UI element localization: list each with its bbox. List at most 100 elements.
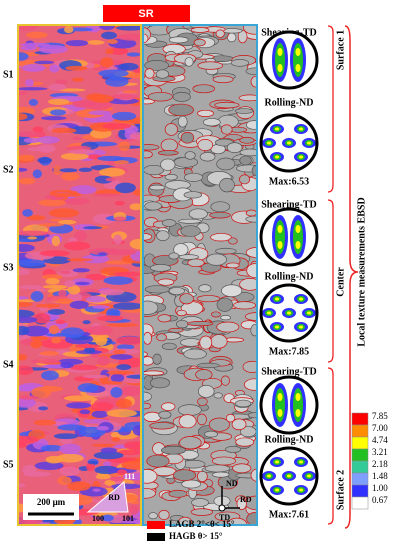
region-label: Surface 2 (335, 470, 346, 510)
pole-contour (299, 297, 303, 301)
sample-label: S5 (3, 459, 14, 470)
grain (237, 29, 248, 44)
grain (86, 325, 113, 336)
grain (112, 349, 126, 354)
grain (149, 264, 172, 272)
grain (155, 69, 169, 79)
sample-label: S1 (3, 69, 14, 80)
grain (152, 353, 162, 365)
grain (105, 48, 114, 55)
grain (32, 169, 43, 179)
grain (18, 309, 35, 318)
grain (250, 324, 257, 337)
grain (117, 469, 128, 476)
region-label: Center (335, 267, 346, 297)
grain (143, 469, 158, 484)
grain (238, 94, 257, 102)
grain (63, 241, 91, 251)
pole-max: Max:7.85 (269, 346, 309, 357)
grain (192, 84, 215, 94)
grain (179, 293, 194, 305)
grain (129, 131, 141, 141)
ipf-key-label: 101 (122, 514, 134, 523)
color-scale-label: 1.00 (372, 483, 388, 493)
grain (18, 113, 28, 121)
grain (197, 384, 215, 398)
pole-title: Rolling-ND (265, 271, 314, 282)
grain (22, 209, 33, 217)
grain (102, 122, 132, 130)
grain (146, 454, 170, 468)
color-scale-cell (351, 424, 369, 438)
grain (193, 38, 206, 47)
grain (168, 252, 180, 260)
grain (18, 243, 35, 252)
grain (184, 151, 196, 160)
grain (20, 42, 50, 47)
grain (78, 167, 93, 172)
grain (196, 295, 221, 303)
grain (18, 91, 28, 95)
pole-contour (275, 488, 279, 492)
grain (143, 370, 165, 376)
grain (126, 374, 141, 379)
grain (93, 451, 124, 460)
grain (18, 353, 28, 361)
grain (60, 327, 85, 339)
grain (213, 392, 223, 399)
grain (175, 319, 189, 329)
grain (63, 395, 96, 402)
pole-figure-rim (259, 446, 319, 506)
grain (18, 483, 26, 488)
grain (18, 365, 34, 376)
grain (98, 25, 116, 31)
grain (183, 191, 203, 199)
grain (196, 413, 207, 426)
grain (38, 223, 65, 227)
grain (113, 271, 141, 277)
grain (41, 370, 59, 381)
grain (22, 464, 37, 475)
grain (30, 291, 44, 302)
grain (97, 356, 110, 366)
grain (58, 219, 77, 225)
grain (65, 39, 89, 47)
grain (111, 111, 137, 121)
grain (230, 59, 250, 67)
grain (156, 333, 167, 342)
grain (245, 67, 257, 76)
grain (164, 173, 178, 181)
grain (101, 514, 114, 522)
legend-swatch (147, 533, 165, 541)
grain (100, 57, 114, 68)
grain (91, 410, 108, 418)
grain (187, 258, 205, 268)
axis-label: RD (240, 495, 252, 504)
grain (221, 284, 243, 298)
grain (42, 285, 68, 289)
kam-map (143, 25, 257, 525)
pole-contour (277, 48, 283, 56)
grain (123, 386, 132, 394)
grain (106, 409, 137, 418)
grain (18, 395, 39, 400)
grain (158, 410, 172, 419)
grain (116, 364, 132, 371)
pole-contour (295, 48, 301, 56)
grain (214, 101, 240, 109)
grain (40, 116, 67, 121)
pole-contour (267, 311, 271, 315)
grain (113, 216, 127, 222)
grain (149, 184, 166, 191)
grain (244, 378, 257, 391)
grain (33, 313, 51, 324)
grain (18, 316, 38, 324)
grain (245, 209, 257, 217)
grain (106, 370, 136, 375)
grain (118, 62, 139, 71)
grain (112, 302, 141, 310)
grain (180, 131, 195, 144)
grain (35, 288, 47, 292)
grain (172, 91, 191, 102)
grain (49, 325, 59, 335)
